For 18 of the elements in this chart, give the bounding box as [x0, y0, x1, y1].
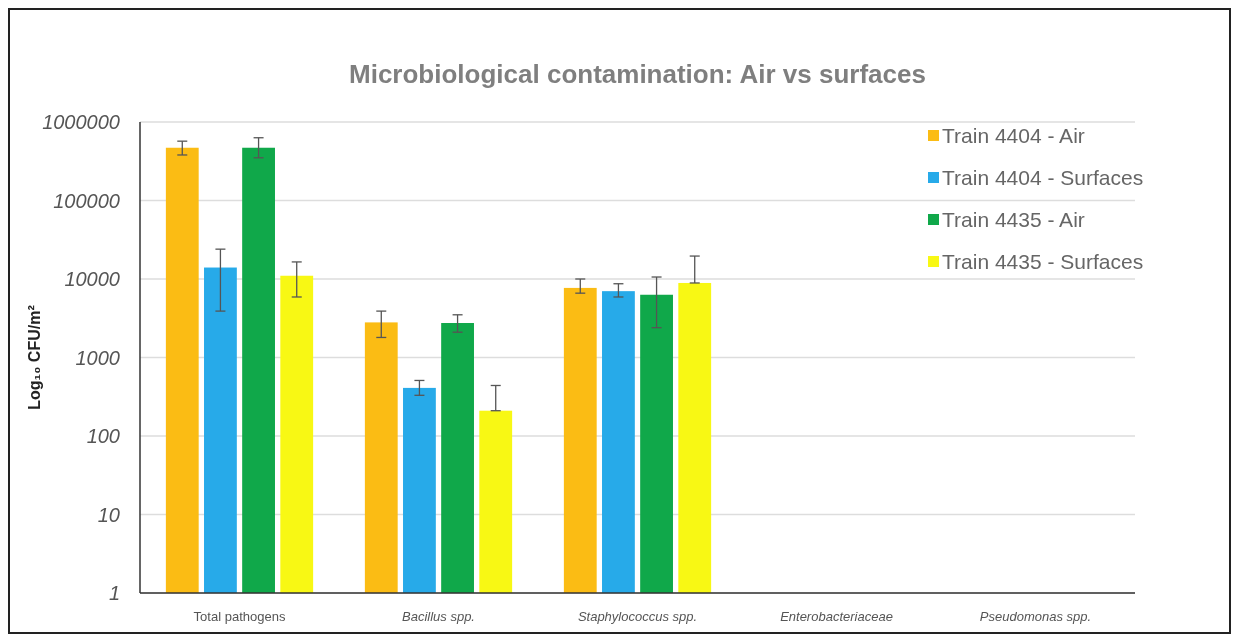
chart-title: Microbiological contamination: Air vs surfaces: [349, 59, 926, 89]
x-tick-label: Total pathogens: [193, 609, 286, 624]
y-tick-label: 1: [108, 582, 120, 604]
x-tick-label: Enterobacteriaceae: [780, 609, 893, 624]
legend-label: Train 4404 - Air: [942, 124, 1085, 148]
y-tick-label: 1000: [75, 346, 120, 369]
x-tick-label: Pseudomonas spp.: [979, 609, 1092, 624]
legend-label: Train 4435 - Air: [942, 208, 1085, 232]
y-tick-label: 100: [86, 425, 120, 447]
y-tick-label: 10: [97, 503, 120, 526]
x-tick-label: Staphylococcus spp.: [577, 609, 698, 624]
y-tick-label: 10000: [64, 268, 120, 290]
legend-label: Train 4404 - Surfaces: [942, 166, 1144, 190]
y-axis-title: Log₁₀ CFU/m²: [26, 305, 43, 410]
x-tick-label: Bacillus spp.: [402, 609, 475, 624]
y-tick-label: 1000000: [42, 111, 120, 133]
legend-label: Train 4435 - Surfaces: [942, 250, 1144, 274]
y-tick-label: 100000: [53, 189, 120, 212]
